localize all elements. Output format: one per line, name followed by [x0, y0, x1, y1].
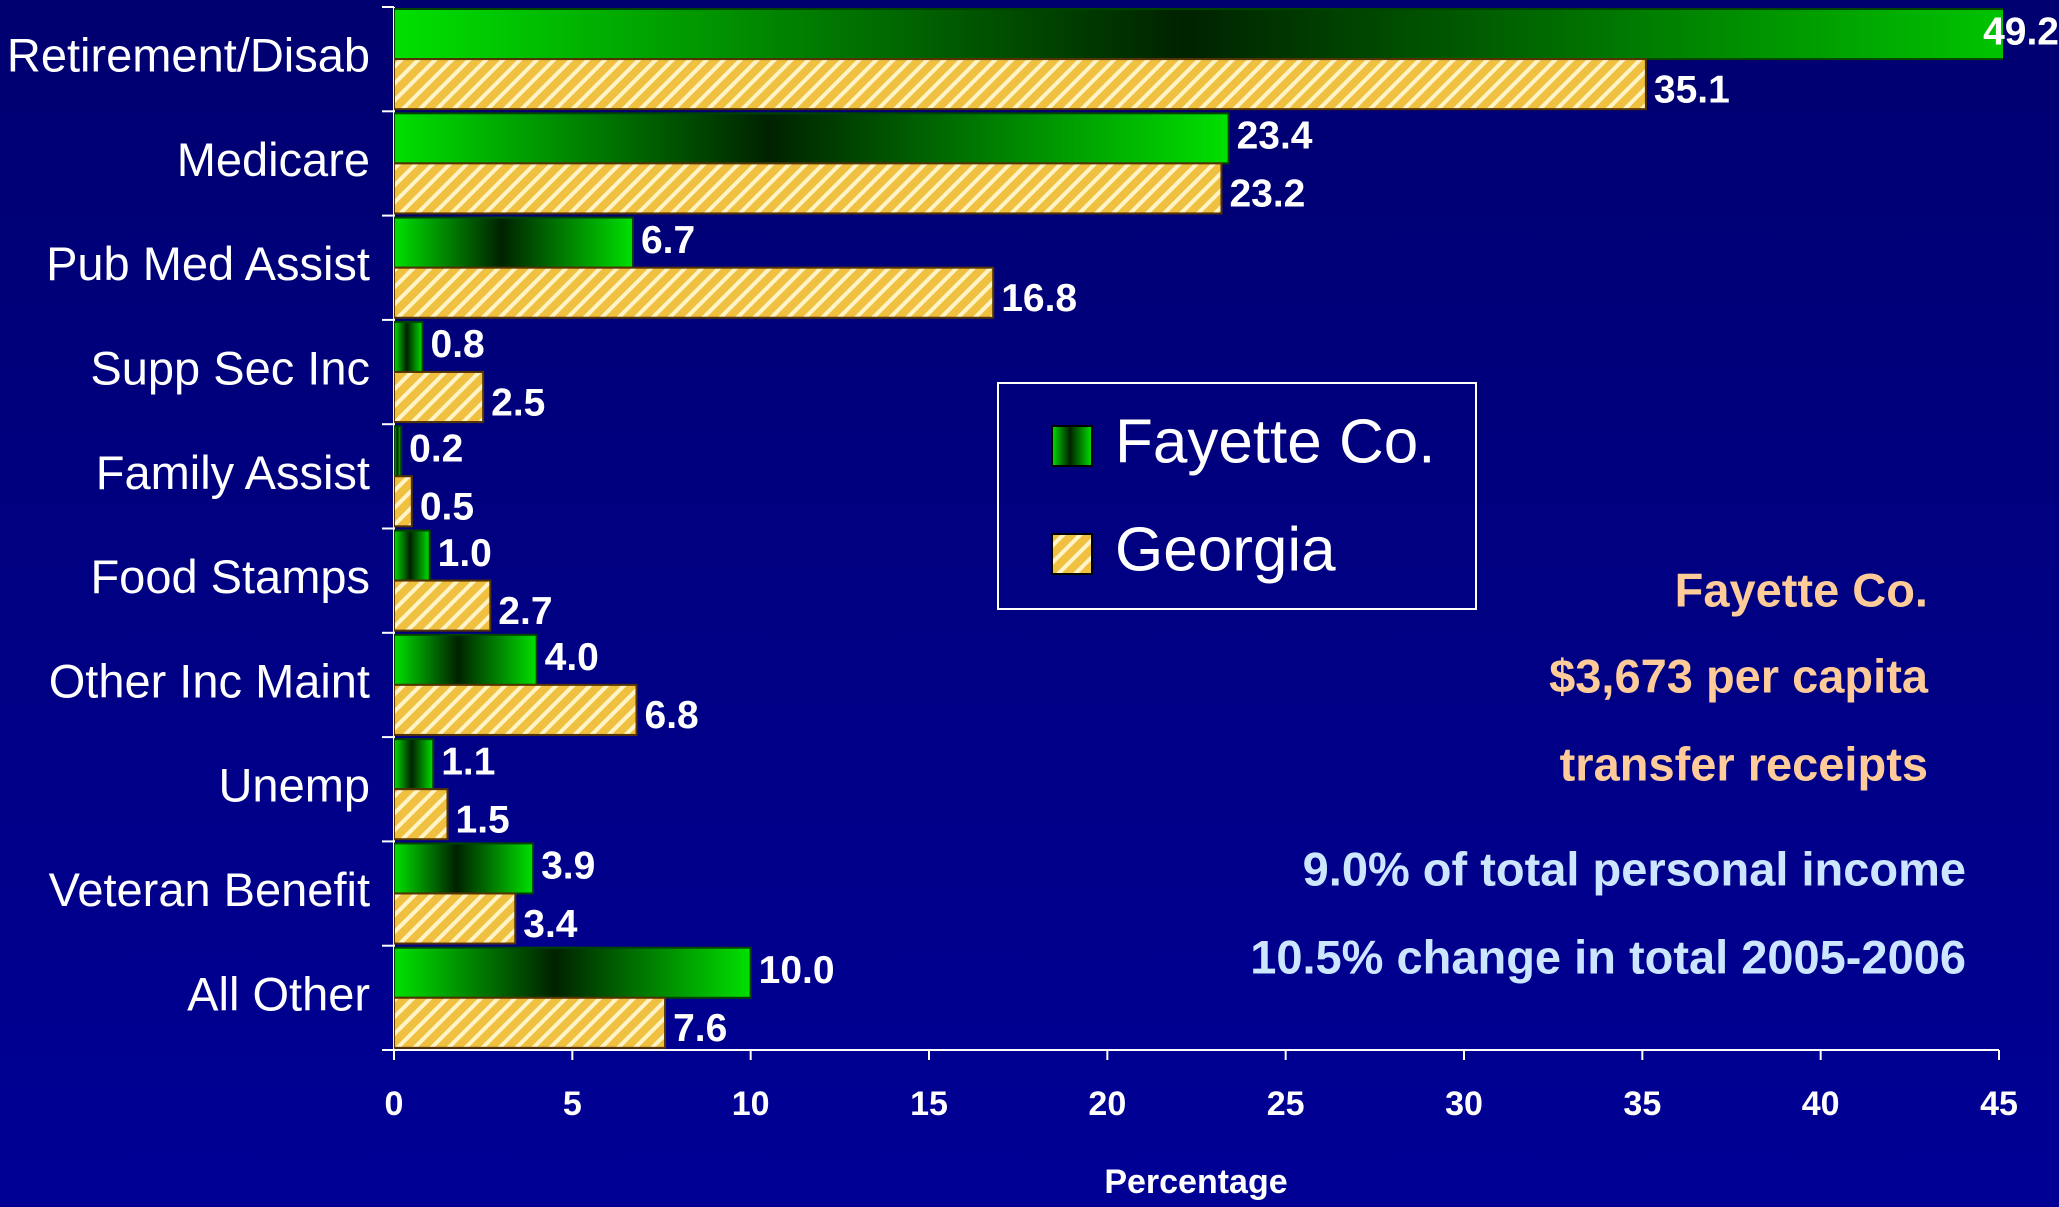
x-tick-label: 25	[1267, 1085, 1305, 1123]
y-tick-label: Medicare	[177, 133, 370, 186]
bar	[394, 996, 667, 1049]
data-label: 49.2	[1983, 10, 2059, 53]
bar	[394, 683, 638, 736]
data-label: 6.7	[641, 219, 695, 262]
legend-label: Georgia	[1115, 515, 1336, 584]
bar	[394, 633, 538, 686]
data-label: 10.0	[759, 949, 835, 992]
annotation: transfer receipts	[1560, 737, 1928, 790]
x-tick-label: 15	[910, 1085, 948, 1123]
x-tick-label: 30	[1445, 1085, 1483, 1123]
data-label: 1.1	[441, 740, 495, 783]
bar	[394, 579, 492, 632]
bar	[394, 8, 2003, 61]
y-tick-label: Retirement/Disab	[7, 29, 370, 82]
x-tick-label: 20	[1088, 1085, 1126, 1123]
y-tick-label: Pub Med Assist	[46, 237, 370, 290]
annotation: 9.0% of total personal income	[1303, 842, 1966, 895]
bar	[394, 475, 413, 528]
data-label: 7.6	[673, 1007, 727, 1050]
data-label: 0.5	[420, 486, 474, 529]
y-tick-label: Supp Sec Inc	[90, 341, 370, 394]
y-tick-label: Family Assist	[96, 446, 370, 499]
x-axis-label: Percentage	[1104, 1163, 1287, 1201]
x-tick-label: 10	[732, 1085, 770, 1123]
data-label: 23.2	[1229, 173, 1305, 216]
legend-label: Fayette Co.	[1115, 407, 1435, 476]
y-tick-label: All Other	[187, 967, 370, 1020]
bar	[394, 892, 517, 945]
bar	[394, 425, 403, 478]
data-label: 0.8	[431, 323, 485, 366]
data-label: 2.7	[498, 590, 552, 633]
legend-swatch	[1051, 533, 1093, 575]
legend-box	[997, 382, 1477, 610]
bar	[394, 529, 431, 582]
plot-area	[394, 8, 2003, 1049]
bar	[394, 320, 424, 373]
data-label: 4.0	[545, 636, 599, 679]
y-tick-label: Food Stamps	[90, 550, 370, 603]
data-label: 3.9	[541, 845, 595, 888]
bar	[394, 112, 1230, 165]
data-label: 2.5	[491, 381, 545, 424]
x-tick-label: 35	[1623, 1085, 1661, 1123]
y-tick-label: Other Inc Maint	[49, 654, 370, 707]
bar	[394, 216, 634, 269]
bar	[394, 370, 485, 424]
bar	[394, 842, 535, 895]
data-label: 35.1	[1654, 68, 1730, 111]
y-tick-label: Veteran Benefit	[49, 863, 370, 916]
data-label: 3.4	[523, 903, 578, 946]
data-label: 1.5	[456, 798, 510, 841]
bar	[394, 162, 1223, 215]
y-tick-label: Unemp	[218, 759, 370, 812]
x-tick-label: 45	[1980, 1085, 2018, 1123]
bar	[394, 266, 995, 319]
x-tick-label: 0	[385, 1085, 404, 1123]
data-label: 1.0	[438, 532, 492, 575]
bar	[394, 58, 1647, 111]
data-label: 6.8	[645, 694, 699, 737]
data-label: 0.2	[409, 428, 463, 471]
legend-swatch	[1051, 425, 1093, 467]
annotation: 10.5% change in total 2005-2006	[1250, 930, 1966, 983]
annotation: $3,673 per capita	[1549, 649, 1929, 702]
x-tick-label: 5	[563, 1085, 582, 1123]
annotation: Fayette Co.	[1675, 563, 1928, 616]
x-tick-label: 40	[1802, 1085, 1840, 1123]
data-label: 23.4	[1237, 115, 1313, 158]
data-label: 16.8	[1001, 277, 1077, 320]
bar	[394, 946, 752, 999]
bar	[394, 738, 435, 791]
bar	[394, 788, 449, 841]
